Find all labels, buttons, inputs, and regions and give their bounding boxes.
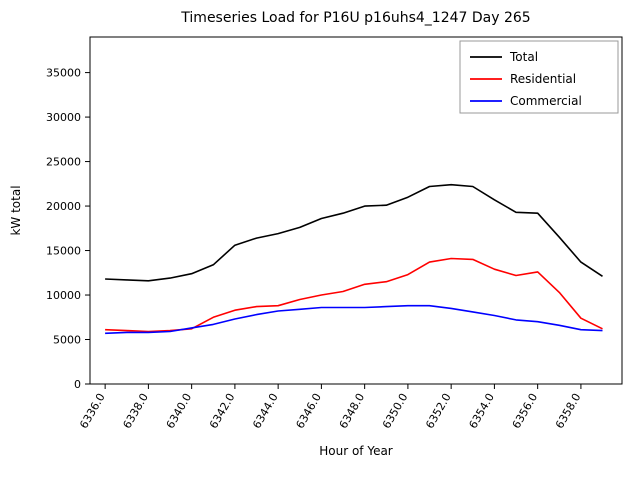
x-tick-label: 6348.0 [337, 391, 368, 431]
y-tick-label: 15000 [46, 245, 81, 258]
x-tick-label: 6344.0 [250, 391, 281, 431]
legend-label-commercial: Commercial [510, 94, 582, 108]
y-tick-label: 20000 [46, 200, 81, 213]
legend-label-total: Total [509, 50, 538, 64]
x-tick-label: 6342.0 [207, 391, 238, 431]
x-tick-label: 6350.0 [380, 391, 411, 431]
legend-label-residential: Residential [510, 72, 576, 86]
y-tick-label: 25000 [46, 156, 81, 169]
y-axis-label: kW total [9, 185, 23, 235]
x-tick-label: 6346.0 [293, 391, 324, 431]
y-tick-label: 0 [74, 378, 81, 391]
x-axis-label: Hour of Year [319, 444, 393, 458]
series-line-total [105, 183, 603, 282]
x-tick-label: 6354.0 [466, 391, 497, 431]
x-tick-label: 6338.0 [120, 391, 151, 431]
y-tick-label: 35000 [46, 67, 81, 80]
series-line-commercial [105, 304, 603, 335]
chart-title: Timeseries Load for P16U p16uhs4_1247 Da… [180, 10, 530, 26]
x-tick-label: 6358.0 [553, 391, 584, 431]
x-tick-label: 6356.0 [510, 391, 541, 431]
y-tick-label: 10000 [46, 289, 81, 302]
y-tick-label: 5000 [53, 334, 81, 347]
x-tick-label: 6340.0 [164, 391, 195, 431]
x-tick-label: 6336.0 [77, 391, 108, 431]
y-tick-label: 30000 [46, 111, 81, 124]
axes-frame [89, 36, 623, 385]
x-tick-label: 6352.0 [423, 391, 454, 431]
